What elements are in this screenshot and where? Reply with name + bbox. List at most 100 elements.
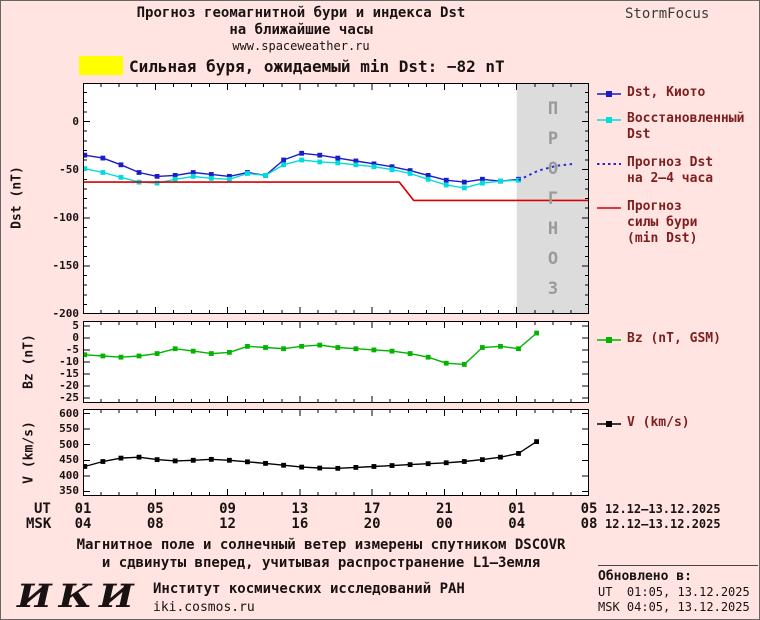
ytick-label: -15 <box>59 367 79 381</box>
marker-dst-recovered <box>172 176 178 182</box>
series-dst-recovered <box>84 159 519 189</box>
marker-dst-recovered <box>281 162 286 168</box>
marker-dst-kyoto <box>118 162 124 168</box>
marker-bz <box>461 362 467 367</box>
bz-chart <box>83 321 589 403</box>
v-legend-swatch-icon <box>597 421 621 427</box>
marker-v <box>461 459 467 464</box>
marker-bz <box>190 348 196 354</box>
ytick-label: -200 <box>52 307 80 320</box>
xtick-ut: 01 <box>508 501 526 517</box>
marker-bz <box>136 353 142 359</box>
ytick-label: -5 <box>65 342 79 356</box>
series-bz <box>84 332 538 366</box>
updated-ut: UT 01:05, 13.12.2025 <box>598 585 750 599</box>
marker-dst-kyoto <box>479 176 485 182</box>
marker-dst-recovered <box>118 174 124 180</box>
forecast-watermark: ПРОГНОЗ <box>543 99 563 309</box>
legend-label: Прогноз Dst на 2–4 часа <box>627 155 714 186</box>
marker-dst-recovered <box>389 167 395 173</box>
marker-dst-kyoto <box>226 173 232 179</box>
marker-dst-recovered <box>154 180 160 186</box>
marker-dst-recovered <box>317 159 323 165</box>
v-axis-label: V (km/s) <box>21 421 37 484</box>
marker-v <box>317 465 323 471</box>
marker-v <box>299 464 305 470</box>
bz-legend-swatch-icon <box>597 337 621 343</box>
ytick-label: 0 <box>72 114 79 128</box>
marker-v <box>100 459 106 464</box>
marker-v <box>371 464 377 469</box>
marker-dst-recovered <box>335 160 341 166</box>
marker-dst-kyoto <box>389 164 395 170</box>
marker-v <box>172 458 178 464</box>
xtick-ut: 13 <box>291 501 309 517</box>
xtick-ut: 05 <box>580 501 598 517</box>
legend-item-dst-kyoto: Dst, Киото <box>597 85 760 101</box>
xtick-msk: 20 <box>363 516 381 532</box>
marker-v <box>534 439 539 445</box>
marker-bz <box>83 352 88 358</box>
marker-bz <box>371 347 377 353</box>
marker-dst-kyoto <box>371 161 377 167</box>
marker-bz <box>425 354 431 360</box>
bz-axis-label: Bz (nT) <box>21 334 37 389</box>
ytick-label: 350 <box>59 484 79 498</box>
marker-dst-recovered <box>100 170 106 175</box>
date-range-ut: 12.12–13.12.2025 <box>605 502 721 516</box>
marker-v <box>154 457 160 463</box>
storm-forecast-legend-swatch-icon <box>597 207 621 209</box>
marker-bz <box>317 342 323 348</box>
ytick-label: -20 <box>59 379 79 393</box>
marker-dst-kyoto <box>425 173 431 178</box>
marker-dst-recovered <box>371 164 377 170</box>
dst-kyoto-legend-swatch-icon <box>597 91 621 97</box>
marker-dst-kyoto <box>407 168 413 173</box>
panel-border <box>83 83 589 314</box>
ytick-label: -25 <box>59 391 79 405</box>
title-line1: Прогноз геомагнитной бури и индекса Dst <box>136 5 466 21</box>
ytick-label: -150 <box>52 258 80 272</box>
title-line2: на ближайшие часы <box>229 22 373 38</box>
marker-bz <box>335 345 341 350</box>
legend-item-dst-recovered: Восстановленный Dst <box>597 111 760 143</box>
date-range-msk: 12.12–13.12.2025 <box>605 517 721 531</box>
marker-bz <box>443 360 449 366</box>
marker-v <box>118 455 124 461</box>
marker-dst-kyoto <box>299 150 305 156</box>
footer-note-line2: и сдвинуты вперед, учитывая распростране… <box>101 555 541 571</box>
marker-bz <box>100 353 106 359</box>
marker-dst-kyoto <box>353 158 359 164</box>
xtick-msk: 12 <box>219 516 236 532</box>
stormfocus-brand: StormFocus <box>625 6 710 22</box>
panel-border <box>83 409 589 496</box>
marker-dst-recovered <box>263 173 268 178</box>
ytick-label: -10 <box>59 355 79 368</box>
marker-v <box>245 459 250 465</box>
xtick-msk: 08 <box>580 516 598 532</box>
marker-dst-recovered <box>226 176 232 182</box>
marker-dst-kyoto <box>443 177 449 183</box>
xtick-msk: 08 <box>146 516 164 532</box>
legend-item-storm-forecast: Прогноз силы бури (min Dst) <box>597 199 760 247</box>
marker-bz <box>353 346 359 352</box>
panel-border <box>83 321 589 403</box>
updated-block: Обновлено в: UT 01:05, 13.12.2025 MSK 04… <box>598 565 758 615</box>
marker-bz <box>263 345 268 350</box>
marker-v <box>479 457 485 463</box>
marker-v <box>389 463 395 468</box>
dst-axis-label: Dst (nT) <box>9 166 25 229</box>
ytick-label: 600 <box>59 406 79 420</box>
marker-dst-recovered <box>498 178 503 184</box>
legend-label: Прогноз силы бури (min Dst) <box>627 199 698 246</box>
dst-chart <box>83 83 589 314</box>
legend-item-v: V (km/s) <box>597 415 760 431</box>
updated-msk: MSK 04:05, 13.12.2025 <box>598 600 750 614</box>
marker-dst-kyoto <box>317 152 323 158</box>
marker-dst-kyoto <box>335 155 341 161</box>
marker-dst-recovered <box>353 162 359 168</box>
spaceweather-link[interactable]: www.spaceweather.ru <box>232 39 370 53</box>
marker-bz <box>226 349 232 355</box>
iki-site-link[interactable]: iki.cosmos.ru <box>153 600 255 615</box>
marker-dst-kyoto <box>83 152 88 158</box>
